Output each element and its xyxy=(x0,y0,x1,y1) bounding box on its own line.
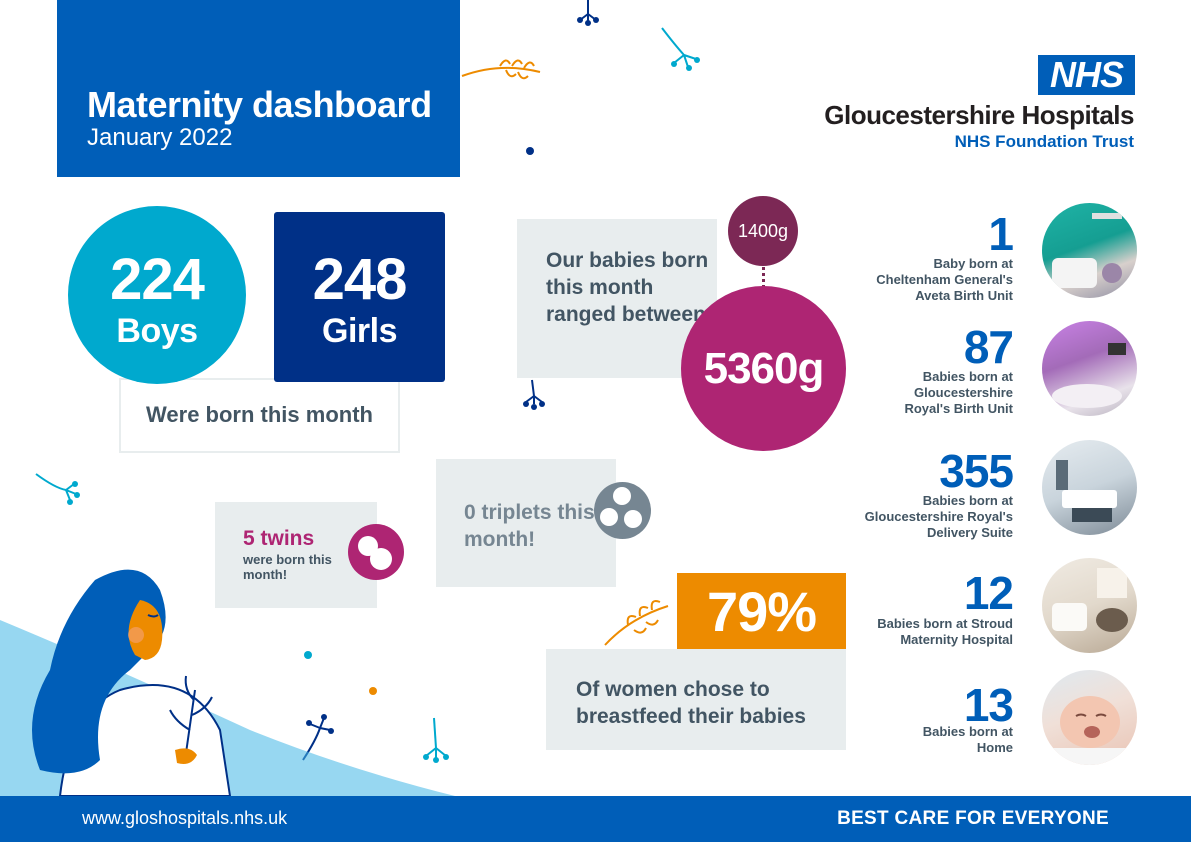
boys-label: Boys xyxy=(116,312,198,350)
born-caption-box xyxy=(119,378,400,453)
dandelion-icon-2 xyxy=(35,473,77,501)
footer-bar xyxy=(0,796,1191,842)
twins-count: 5 twins xyxy=(243,527,315,550)
min-weight: 1400g xyxy=(728,196,798,266)
mother-illustration xyxy=(0,569,455,797)
site-desc-gr-delivery-suite: Babies born at Gloucestershire Royal's D… xyxy=(864,493,1013,540)
flower-icon-2 xyxy=(525,379,543,404)
breastfeed-percent: 79% xyxy=(677,573,846,649)
site-photo-gr-delivery-suite xyxy=(1042,440,1137,535)
website-link[interactable]: www.gloshospitals.nhs.uk xyxy=(82,808,288,828)
girls-stat: 248 Girls xyxy=(274,212,445,382)
girls-label: Girls xyxy=(322,312,397,350)
breastfeed-panel xyxy=(546,649,846,750)
wheat-sprig-icon-2 xyxy=(604,600,669,646)
site-count-aveta: 1 xyxy=(988,208,1014,260)
site-photo-aveta xyxy=(1042,203,1137,298)
weight-connector xyxy=(762,262,767,288)
site-desc-aveta: Baby born at Cheltenham General's Aveta … xyxy=(876,256,1013,303)
site-count-gr-delivery-suite: 355 xyxy=(939,445,1014,497)
triplets-icon xyxy=(594,482,651,539)
breastfeed-caption: Of women chose to breastfeed their babie… xyxy=(576,678,806,728)
girls-count: 248 xyxy=(312,247,408,312)
site-count-home: 13 xyxy=(963,679,1014,731)
born-caption: Were born this month xyxy=(146,402,373,427)
trust-name: Gloucestershire Hospitals xyxy=(824,100,1134,130)
boys-stat: 224 Boys xyxy=(68,206,246,384)
twins-icon xyxy=(348,524,404,580)
twins-caption: were born this month! xyxy=(243,552,332,582)
site-count-gr-birth-unit: 87 xyxy=(963,321,1014,373)
site-photo-stroud xyxy=(1042,558,1137,653)
boys-count: 224 xyxy=(110,247,205,312)
page-subtitle: January 2022 xyxy=(87,124,233,151)
trust-subtitle: NHS Foundation Trust xyxy=(954,132,1134,151)
triplets-panel xyxy=(436,459,616,587)
max-weight: 5360g xyxy=(681,286,846,451)
site-count-stroud: 12 xyxy=(963,567,1014,619)
triplets-caption: 0 triplets this month! xyxy=(464,501,595,551)
nhs-logo: NHS xyxy=(1038,55,1135,95)
site-desc-gr-birth-unit: Babies born at Gloucestershire Royal's B… xyxy=(904,369,1013,416)
site-desc-stroud: Babies born at Stroud Maternity Hospital xyxy=(877,616,1013,647)
dandelion-icon xyxy=(661,27,697,68)
page-title: Maternity dashboard xyxy=(87,84,432,125)
site-desc-home: Babies born at Home xyxy=(922,724,1013,755)
footer-tagline: BEST CARE FOR EVERYONE xyxy=(837,808,1109,829)
weight-description: Our babies born this month ranged betwee… xyxy=(546,249,713,326)
baby-photo xyxy=(1042,670,1137,765)
header-panel xyxy=(57,0,460,177)
site-photo-gr-birth-unit xyxy=(1042,321,1137,416)
wheat-sprig-icon xyxy=(461,59,541,80)
